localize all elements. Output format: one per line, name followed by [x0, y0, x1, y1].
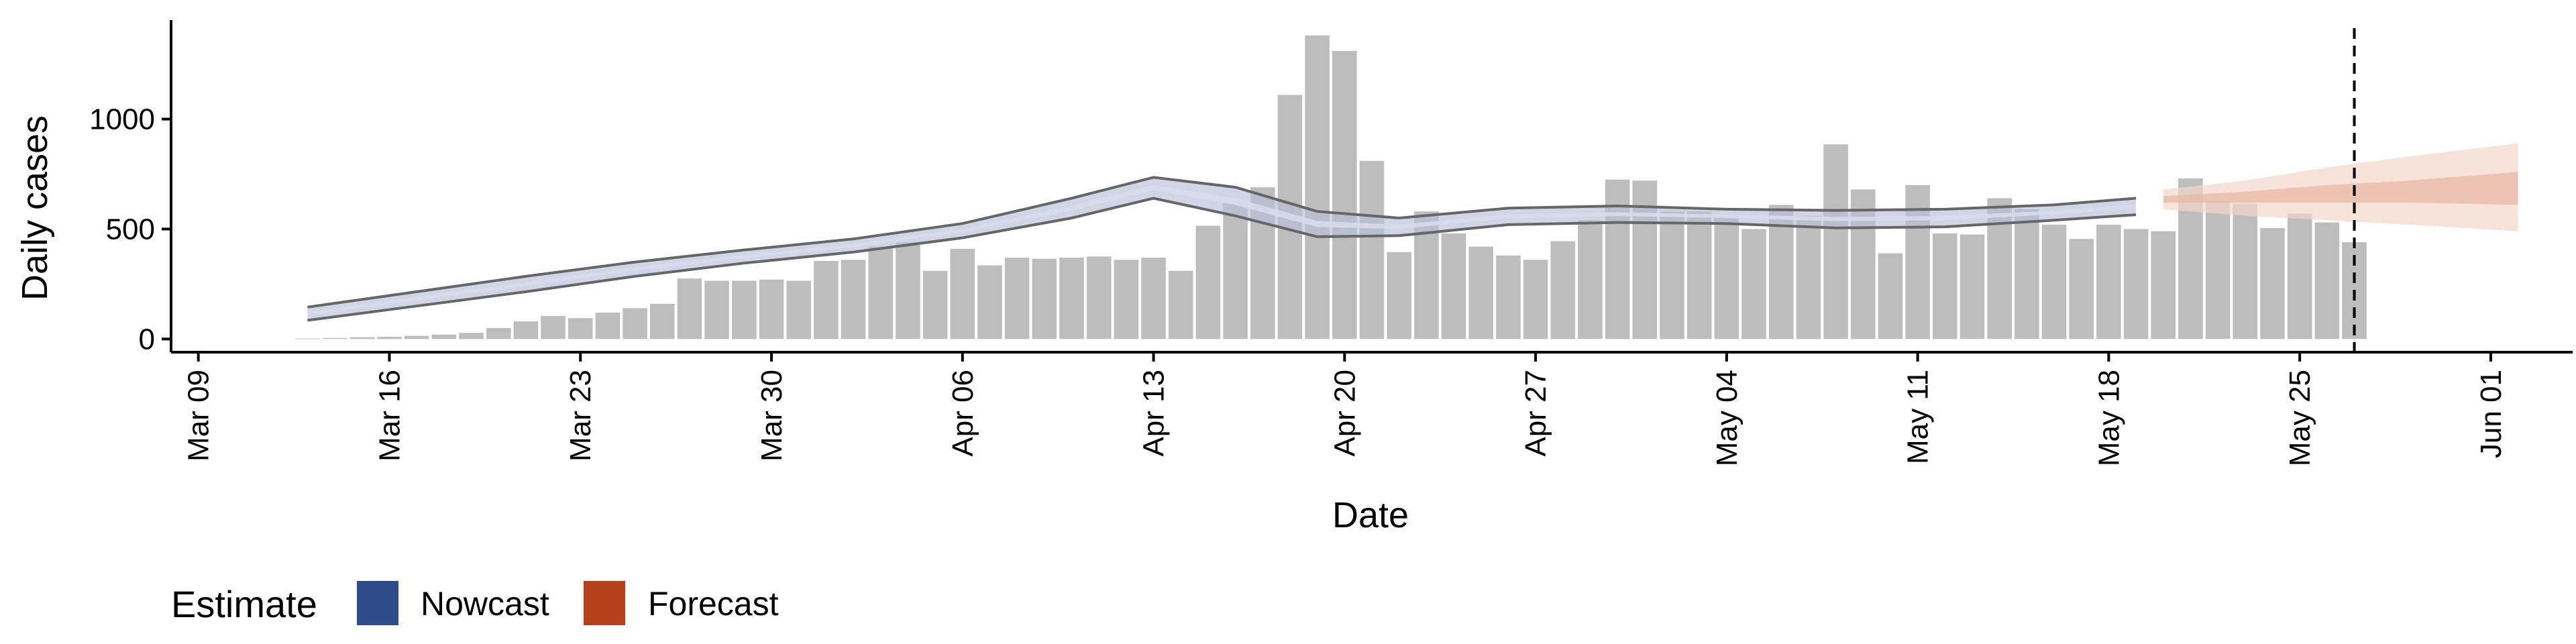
case-bar [1933, 233, 1957, 339]
axes: 0 500 1000 Mar 09 Mar 16 Mar 23 Mar 30 Apr 06 Ap… [89, 20, 2573, 466]
case-bar [1660, 211, 1684, 339]
case-bar [1359, 160, 1385, 339]
case-bar [2287, 213, 2312, 339]
case-bar [759, 279, 784, 339]
x-tick-label: Mar 30 [755, 370, 788, 462]
case-bar [1823, 144, 1848, 339]
case-bar [1578, 220, 1603, 339]
case-bar [650, 303, 675, 339]
case-bar [977, 265, 1002, 339]
forecast-inner-band [2163, 172, 2518, 205]
case-bar [1496, 255, 1521, 339]
y-tick-label: 500 [106, 213, 155, 246]
x-tick-label: Apr 13 [1138, 370, 1171, 457]
case-bar [541, 315, 566, 339]
legend: Estimate Nowcast Forecast [171, 581, 779, 625]
case-bar [404, 335, 429, 339]
x-tick-label: May 04 [1711, 370, 1743, 466]
legend-swatch-nowcast [357, 581, 398, 625]
plot-area [295, 28, 2518, 352]
case-bar [2069, 239, 2094, 339]
x-tick-label: May 11 [1902, 370, 1935, 464]
x-tick-label: Mar 09 [182, 370, 215, 462]
x-tick-label: Apr 20 [1328, 370, 1361, 457]
case-bar [2151, 231, 2176, 339]
case-bar [1468, 246, 1493, 339]
case-bar [1714, 215, 1739, 339]
case-bar [922, 270, 948, 339]
case-bar [2123, 229, 2149, 339]
case-bar [2096, 224, 2121, 339]
case-bar [431, 334, 457, 339]
case-bar [2205, 200, 2231, 339]
case-bar [896, 242, 920, 339]
case-bar [486, 327, 511, 339]
case-bar [1686, 211, 1712, 339]
case-bar [568, 318, 593, 339]
nowcast-lower-line [307, 197, 2137, 322]
x-axis-title: Date [1332, 495, 1409, 535]
case-bar [1195, 225, 1221, 339]
case-bar [1878, 253, 1903, 339]
case-bar [950, 248, 975, 339]
case-bar [1004, 258, 1030, 339]
case-bar [1387, 252, 1411, 339]
x-tick-label: May 18 [2092, 370, 2125, 466]
case-bar [2314, 222, 2340, 339]
case-bar [1632, 180, 1658, 339]
x-tick-label: Apr 27 [1519, 370, 1552, 457]
y-tick-label: 0 [139, 323, 155, 356]
case-bar [513, 321, 539, 339]
case-bar [868, 246, 893, 339]
case-bar [1441, 233, 1466, 339]
case-bar [814, 261, 839, 339]
case-bar [1550, 241, 1576, 339]
case-bar [377, 337, 402, 339]
case-bar [1960, 234, 1985, 339]
case-bar [2041, 224, 2067, 339]
legend-label-nowcast: Nowcast [421, 585, 549, 623]
case-bar [1032, 258, 1057, 339]
case-bar [2260, 227, 2285, 339]
case-bar [1796, 215, 1821, 339]
case-bar [322, 337, 347, 339]
case-bar [1086, 256, 1112, 339]
case-bar [459, 333, 484, 339]
case-bar [595, 313, 621, 339]
case-bar [704, 280, 729, 339]
case-bar [1332, 50, 1357, 339]
case-bar [1114, 260, 1139, 339]
case-bar [1223, 201, 1248, 339]
case-bar [786, 280, 811, 339]
case-bar [1141, 258, 1166, 339]
case-bar [732, 280, 757, 339]
case-bar [1523, 260, 1548, 339]
case-bar [1305, 35, 1330, 339]
nowcast-band [307, 177, 2137, 321]
case-bar [1059, 258, 1084, 339]
legend-swatch-forecast [584, 581, 625, 625]
x-tick-label: Apr 06 [947, 370, 979, 457]
case-bar [2015, 209, 2039, 339]
nowcast-upper-line [307, 176, 2137, 309]
y-axis-title: Daily cases [15, 115, 55, 301]
case-bar [841, 260, 866, 339]
case-bar [1741, 229, 1766, 339]
legend-title: Estimate [171, 583, 317, 625]
case-bar [350, 337, 375, 339]
x-tick-label: May 25 [2284, 370, 2316, 466]
case-bar [1605, 179, 1630, 339]
case-bar [2233, 203, 2258, 339]
x-tick-label: Mar 16 [374, 370, 407, 462]
legend-label-forecast: Forecast [648, 585, 779, 623]
case-bar [677, 278, 702, 339]
case-bar [1168, 270, 1193, 339]
x-tick-label: Jun 01 [2475, 370, 2508, 458]
x-tick-label: Mar 23 [564, 370, 597, 462]
case-bar [623, 308, 647, 339]
y-tick-label: 1000 [89, 103, 155, 136]
